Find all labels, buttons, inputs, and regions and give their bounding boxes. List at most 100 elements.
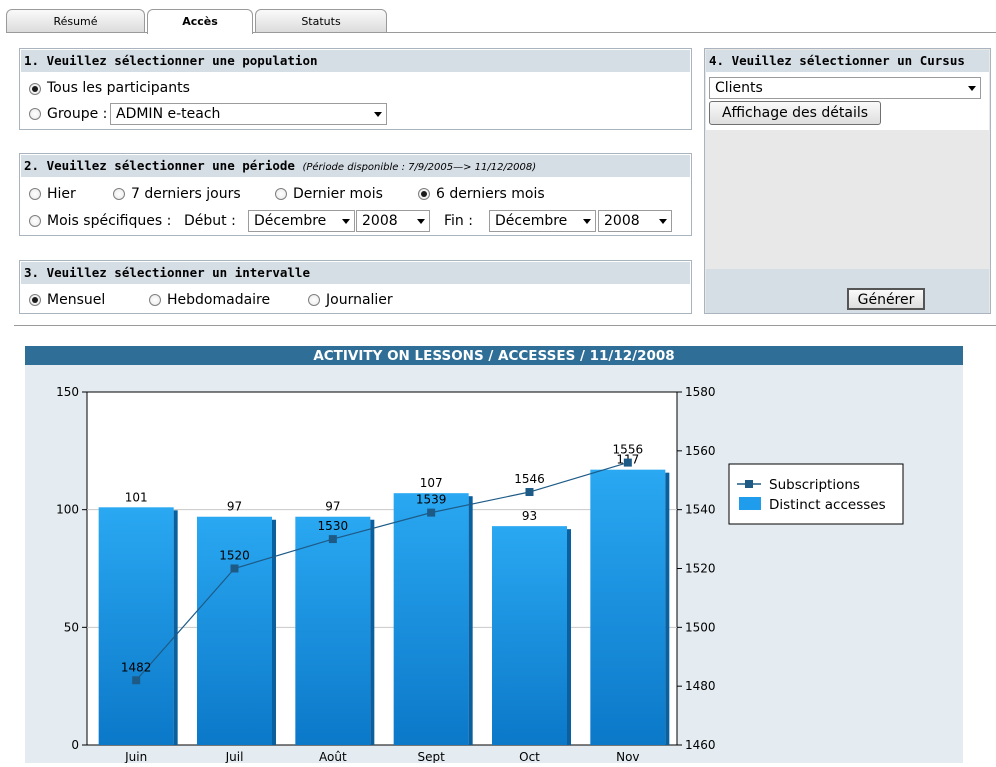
6-mois-label: 6 derniers mois: [436, 186, 545, 202]
fin-year-value: 2008: [604, 213, 640, 229]
bar: [492, 526, 567, 745]
periode-panel: 2. Veuillez sélectionner une période (Pé…: [19, 153, 692, 236]
hier-label: Hier: [47, 186, 76, 202]
chevron-down-icon: [342, 219, 350, 224]
details-button[interactable]: Affichage des détails: [709, 101, 881, 125]
bar: [295, 516, 371, 745]
legend-label-distinct-accesses: Distinct accesses: [769, 497, 886, 513]
activity-chart: 0 50 100 150 1460 1480 1500 1520 1540 1560 1580 101…: [56, 385, 904, 764]
subscriptions-value-label: 1482: [121, 660, 152, 674]
generer-button[interactable]: Générer: [847, 288, 925, 310]
bar: [98, 507, 174, 745]
bar-value-label: 97: [325, 500, 340, 514]
radio-journalier[interactable]: [308, 294, 320, 306]
right-axis-tick-label: 1480: [685, 679, 716, 693]
chevron-down-icon: [583, 219, 591, 224]
legend-bar-swatch: [739, 497, 761, 510]
periode-title-text: 2. Veuillez sélectionner une période: [24, 158, 295, 173]
x-axis-tick-label: Sept: [418, 750, 446, 763]
periode-note: (Période disponible : 7/9/2005—> 11/12/2…: [302, 162, 537, 173]
x-axis-tick-label: Oct: [519, 750, 540, 763]
subscriptions-point: [230, 564, 239, 573]
left-axis-tick-label: 100: [56, 503, 79, 517]
debut-label: Début :: [184, 213, 236, 229]
bar: [393, 493, 469, 745]
tab-statuts[interactable]: Statuts: [255, 9, 387, 32]
x-axis-tick-label: Juil: [225, 750, 244, 763]
all-participants-label: Tous les participants: [47, 80, 190, 96]
hebdomadaire-label: Hebdomadaire: [167, 292, 271, 308]
chevron-down-icon: [417, 219, 425, 224]
bar-side: [567, 529, 571, 745]
bar-value-label: 93: [522, 509, 537, 523]
fin-label: Fin :: [444, 213, 473, 229]
radio-hier[interactable]: [29, 188, 41, 200]
radio-dernier-mois[interactable]: [275, 188, 287, 200]
dernier-mois-label: Dernier mois: [293, 186, 383, 202]
section-separator: [14, 325, 996, 326]
subscriptions-value-label: 1546: [514, 472, 545, 486]
radio-all-participants[interactable]: [29, 83, 41, 95]
left-axis-tick-label: 50: [64, 620, 79, 634]
intervalle-title: 3. Veuillez sélectionner un intervalle: [21, 262, 690, 284]
7-jours-label: 7 derniers jours: [131, 186, 241, 202]
bar-side: [272, 519, 276, 745]
bar: [590, 469, 666, 745]
population-title: 1. Veuillez sélectionner une population: [21, 50, 690, 72]
subscriptions-value-label: 1530: [318, 519, 349, 533]
radio-mensuel[interactable]: [29, 294, 41, 306]
right-axis-tick-label: 1560: [685, 444, 716, 458]
radio-7-jours[interactable]: [113, 188, 125, 200]
bar: [197, 516, 272, 745]
x-axis-tick-label: Août: [319, 750, 347, 763]
group-select[interactable]: ADMIN e-teach: [110, 103, 387, 125]
right-axis-tick-label: 1460: [685, 738, 716, 752]
subscriptions-value-label: 1520: [219, 549, 250, 563]
radio-group[interactable]: [29, 108, 41, 120]
radio-6-mois[interactable]: [418, 188, 430, 200]
radio-mois-specifiques[interactable]: [29, 215, 41, 227]
bar-side: [370, 519, 375, 745]
tab-bar-line: [6, 32, 996, 33]
tab-acces[interactable]: Accès: [147, 9, 253, 34]
chevron-down-icon: [659, 219, 667, 224]
legend-box: [728, 463, 904, 525]
chart-area: 0 50 100 150 1460 1480 1500 1520 1540 1560 1580 101…: [25, 365, 963, 764]
left-axis-tick-label: 150: [56, 385, 79, 399]
debut-year-select[interactable]: 2008: [356, 210, 430, 232]
subscriptions-point: [525, 488, 534, 497]
legend-label-subscriptions: Subscriptions: [769, 477, 860, 493]
group-select-value: ADMIN e-teach: [116, 106, 221, 122]
mois-specifiques-label: Mois spécifiques :: [47, 213, 172, 229]
x-axis-tick-label: Nov: [616, 750, 639, 763]
cursus-select[interactable]: Clients: [709, 77, 981, 99]
right-axis-tick-label: 1540: [685, 503, 716, 517]
cursus-select-value: Clients: [715, 80, 763, 96]
left-axis-tick-label: 0: [71, 738, 79, 752]
cursus-title: 4. Veuillez sélectionner un Cursus: [706, 50, 989, 72]
bar-side: [173, 510, 178, 745]
fin-month-select[interactable]: Décembre: [489, 210, 596, 232]
subscriptions-point: [328, 535, 337, 544]
debut-month-value: Décembre: [254, 213, 327, 229]
group-label: Groupe :: [47, 106, 108, 122]
subscriptions-line: [135, 462, 629, 681]
plot-area: [86, 391, 678, 746]
cursus-panel: 4. Veuillez sélectionner un Cursus Clien…: [704, 48, 991, 314]
bar-value-label: 101: [125, 490, 148, 504]
bar-side: [665, 472, 670, 745]
debut-month-select[interactable]: Décembre: [248, 210, 355, 232]
population-panel: 1. Veuillez sélectionner une population …: [19, 48, 692, 130]
subscriptions-value-label: 1556: [613, 443, 644, 457]
intervalle-panel: 3. Veuillez sélectionner un intervalle M…: [19, 260, 692, 314]
subscriptions-value-label: 1539: [416, 493, 447, 507]
tab-resume[interactable]: Résumé: [6, 9, 145, 32]
bar-side: [468, 496, 473, 745]
journalier-label: Journalier: [326, 292, 393, 308]
debut-year-value: 2008: [362, 213, 398, 229]
fin-year-select[interactable]: 2008: [598, 210, 672, 232]
radio-hebdomadaire[interactable]: [149, 294, 161, 306]
subscriptions-point: [132, 676, 141, 685]
fin-month-value: Décembre: [495, 213, 568, 229]
right-axis-tick-label: 1580: [685, 385, 716, 399]
